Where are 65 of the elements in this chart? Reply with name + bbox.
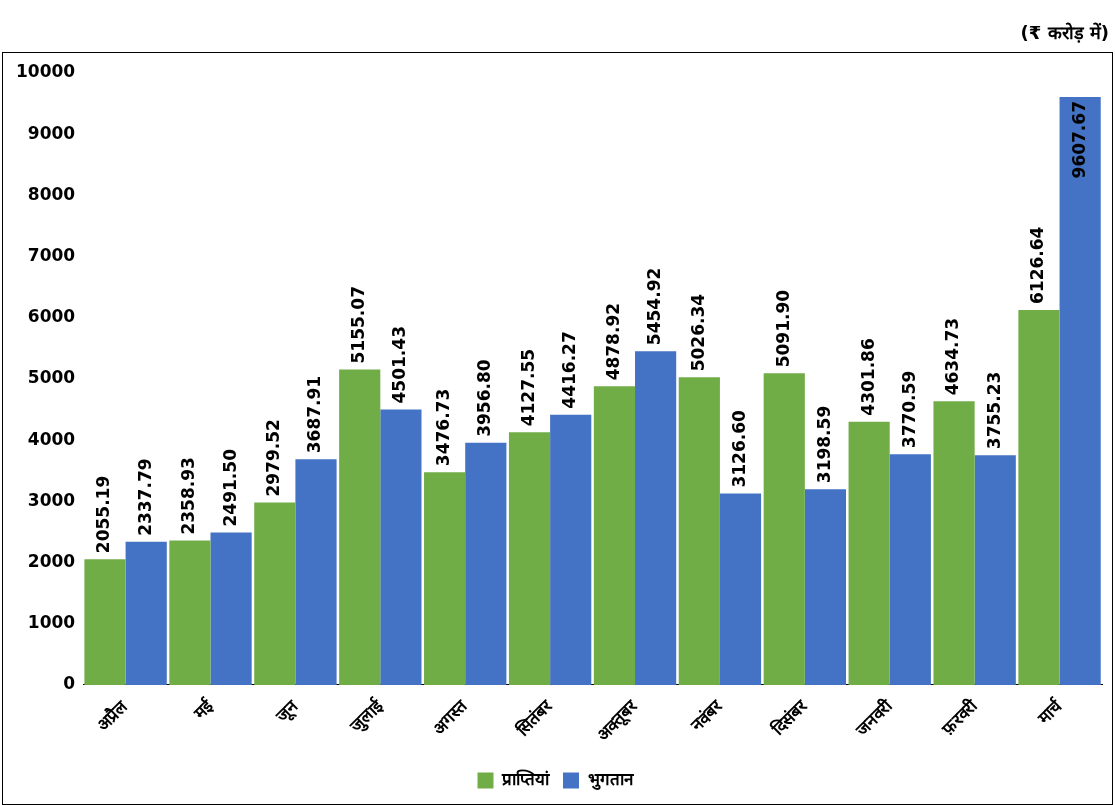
data-label: 3476.73	[433, 388, 454, 467]
data-label: 2055.19	[93, 475, 114, 554]
data-label: 4127.55	[517, 348, 538, 427]
x-tick-label: मार्च	[1032, 695, 1067, 729]
y-tick-label: 4000	[27, 428, 76, 449]
legend-label: भुगतान	[587, 768, 634, 790]
y-tick-label: 5000	[27, 367, 76, 388]
bar	[974, 455, 1016, 685]
bar	[933, 401, 975, 685]
bar	[635, 351, 677, 685]
data-label: 3687.91	[304, 375, 325, 454]
bar	[210, 532, 252, 685]
y-tick-label: 6000	[27, 306, 76, 327]
bar	[295, 459, 337, 685]
bar	[678, 377, 720, 685]
data-label: 2979.52	[263, 419, 284, 497]
data-label: 5454.92	[644, 267, 665, 346]
y-tick-label: 0	[63, 673, 76, 694]
y-tick-label: 7000	[27, 245, 76, 265]
bar	[465, 442, 507, 685]
bar	[804, 489, 847, 685]
bar	[889, 454, 931, 685]
y-tick-label: 1000	[27, 612, 76, 633]
y-tick-label: 10000	[15, 61, 76, 82]
data-label: 4416.27	[559, 331, 580, 409]
data-label: 9607.67	[1068, 101, 1089, 179]
data-label: 5155.07	[348, 286, 369, 364]
data-label: 6126.64	[1027, 226, 1048, 305]
data-label: 4634.73	[942, 317, 963, 396]
bar	[1059, 97, 1101, 685]
data-label: 2358.93	[178, 457, 199, 535]
bar	[380, 409, 422, 685]
bar	[125, 541, 167, 685]
y-tick-label: 2000	[27, 550, 76, 571]
bar	[254, 502, 296, 685]
text: (₹ करोड़ में)	[1020, 21, 1109, 44]
bar	[508, 432, 551, 685]
bar	[719, 493, 762, 685]
bar	[550, 414, 592, 685]
legend-label: प्राप्तियां	[501, 768, 550, 789]
bar	[169, 540, 211, 685]
data-label: 4878.92	[602, 302, 623, 381]
data-label: 4301.86	[857, 338, 878, 416]
data-label: 3126.60	[728, 410, 749, 488]
x-tick-label: जून	[270, 695, 304, 728]
bar	[1018, 310, 1060, 685]
y-tick-label: 3000	[27, 489, 76, 510]
data-label: 5026.34	[687, 293, 708, 372]
y-tick-label: 9000	[27, 122, 76, 143]
data-label: 4501.43	[389, 326, 410, 404]
data-label: 2491.50	[219, 448, 240, 527]
y-tick-label: 8000	[27, 183, 76, 204]
data-label: 5091.90	[772, 289, 793, 368]
data-label: 3198.59	[813, 405, 834, 484]
bar	[593, 386, 636, 685]
bar	[763, 373, 805, 685]
data-label: 2337.79	[134, 458, 155, 536]
bar	[424, 472, 466, 685]
bar	[339, 369, 381, 685]
data-label: 3956.80	[474, 359, 495, 437]
data-label: 3770.59	[898, 370, 919, 449]
data-label: 3755.23	[983, 371, 1004, 450]
bar	[848, 421, 890, 685]
bar	[84, 559, 126, 685]
x-tick-label: मई	[188, 695, 218, 724]
